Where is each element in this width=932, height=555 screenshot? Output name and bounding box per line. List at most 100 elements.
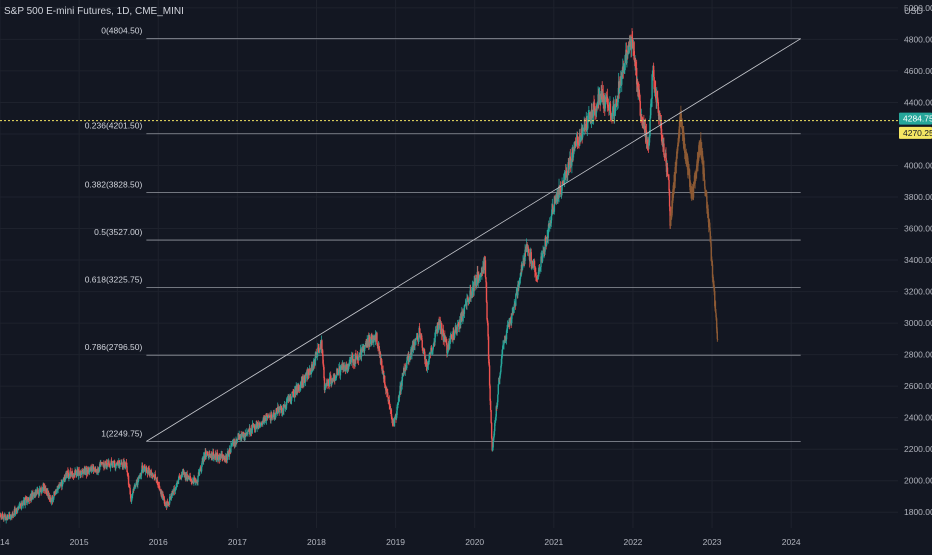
candle-body (528, 252, 530, 254)
trend-line[interactable] (146, 38, 801, 442)
candle-body (109, 465, 112, 468)
candle-body (449, 338, 451, 344)
candle-body (121, 462, 123, 466)
candle-body (487, 323, 489, 337)
candle-body (104, 461, 107, 466)
candle-body (8, 514, 10, 517)
candle-body (7, 516, 9, 519)
projection-bar-body (712, 276, 714, 284)
candle-body (628, 46, 630, 54)
candle-body (382, 370, 385, 379)
candle-body (518, 279, 521, 285)
candle-body (519, 273, 522, 279)
candle-body (279, 409, 281, 412)
candle-body (188, 477, 190, 479)
candle-body (334, 375, 336, 381)
candle-body (162, 495, 165, 501)
candle-body (311, 365, 314, 369)
candle-body (330, 378, 332, 384)
candle-body (517, 284, 519, 296)
candle-body (447, 348, 449, 351)
candle-body (654, 89, 657, 99)
candle-body (504, 338, 506, 343)
candle-body (524, 249, 526, 262)
x-tick-label: 2022 (623, 537, 642, 547)
candle-body (249, 427, 251, 434)
candle-body (491, 438, 493, 451)
candle-body (623, 68, 626, 71)
y-tick-label: 3200.00 (904, 287, 932, 297)
candle-body (413, 341, 415, 346)
candle-body (181, 471, 184, 475)
candle-body (193, 477, 196, 479)
candle-body (499, 375, 501, 380)
candle-body (257, 425, 260, 428)
candle-body (286, 401, 288, 403)
candle-body (271, 416, 274, 418)
candle-body (230, 445, 232, 453)
candle-body (13, 514, 15, 516)
y-tick-label: 2200.00 (904, 444, 932, 454)
candle-body (340, 367, 342, 369)
candle-body (641, 116, 643, 122)
candle-body (533, 262, 536, 267)
trend-line-segment[interactable] (146, 38, 801, 442)
candle-body (70, 474, 72, 476)
candle-body (429, 353, 432, 355)
candle-body (87, 472, 89, 474)
candle-body (260, 423, 262, 426)
candle-body (241, 436, 243, 438)
candle-body (44, 486, 46, 491)
candle-body (539, 269, 541, 271)
candle-body (338, 368, 340, 371)
candle-body (65, 472, 68, 478)
candle-body (22, 503, 24, 506)
candle-body (223, 457, 225, 459)
candle-body (485, 282, 488, 303)
candle-body (293, 396, 295, 398)
candle-body (613, 104, 615, 117)
candle-body (659, 113, 661, 116)
candle-body (266, 415, 269, 418)
candle-body (117, 463, 119, 465)
candle-body (652, 65, 655, 78)
candle-body (298, 384, 300, 390)
candle-body (281, 411, 284, 413)
candle-body (513, 307, 515, 313)
candle-body (141, 465, 143, 472)
candle-body (495, 416, 497, 421)
candle-body (74, 470, 76, 475)
candle-body (441, 323, 443, 335)
candle-body (358, 355, 360, 360)
candle-body (230, 445, 233, 447)
candle-body (667, 176, 670, 180)
candle-body (29, 497, 31, 501)
candle-body (66, 470, 69, 477)
candle-body (587, 114, 590, 116)
candle-body (568, 162, 570, 170)
candle-body (476, 279, 478, 286)
candle-body (387, 396, 389, 402)
candle-body (126, 466, 128, 473)
candle-body (197, 475, 199, 482)
candle-body (366, 340, 368, 348)
target-price-badge-bg (899, 126, 932, 139)
candle-body (10, 516, 12, 517)
candle-body (67, 470, 69, 473)
candle-body (92, 466, 95, 471)
candle-body (0, 515, 2, 518)
candle-body (9, 516, 11, 520)
candle-body (369, 341, 371, 344)
candle-body (618, 87, 621, 93)
candle-body (522, 261, 524, 266)
projection-bar-body (702, 157, 704, 175)
candle-body (432, 346, 434, 351)
candle-body (393, 418, 396, 427)
candle-body (163, 499, 166, 505)
symbol-title[interactable]: S&P 500 E-mini Futures, 1D, CME_MINI (4, 6, 184, 17)
candle-body (149, 471, 151, 474)
candle-body (379, 353, 382, 364)
candle-body (181, 474, 183, 476)
